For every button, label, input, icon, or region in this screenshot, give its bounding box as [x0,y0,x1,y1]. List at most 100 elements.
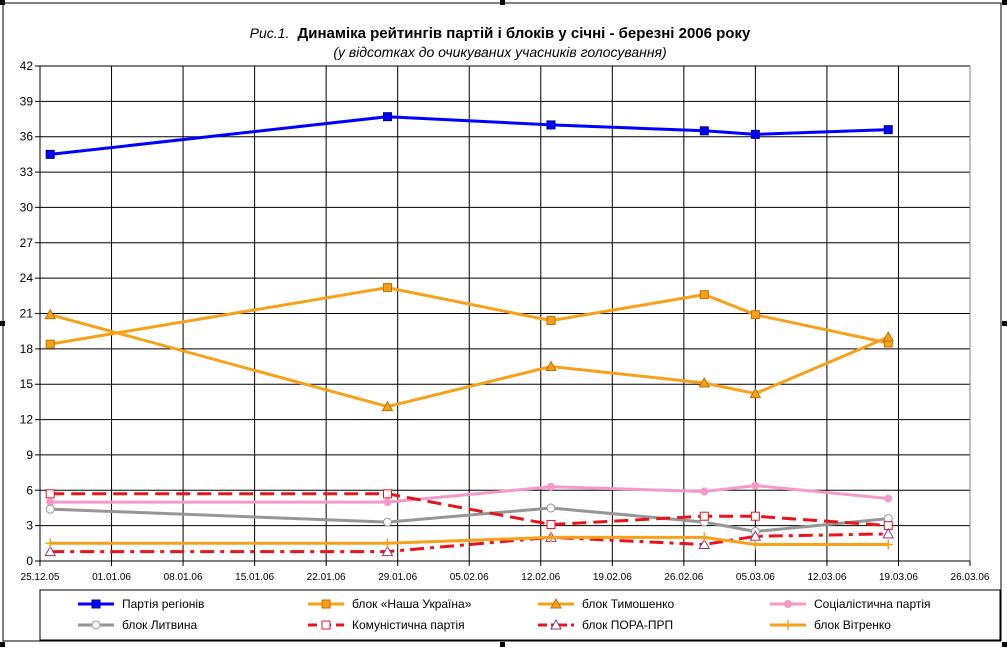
series-layer [44,112,895,557]
marker-square [91,599,101,609]
legend-label: блок «Наша Україна» [352,597,472,611]
marker-circle [546,482,555,491]
marker-square [750,129,760,139]
series-5 [45,489,893,531]
legend-item: блок Тимошенко [538,597,674,611]
y-tick-label: 12 [20,413,34,427]
marker-triangle [882,331,895,342]
y-tick-label: 24 [20,271,34,285]
marker-circle [784,600,792,608]
x-tick-label: 29.01.06 [378,572,417,583]
series-7 [45,532,894,550]
legend-item: Партія регіонів [78,597,204,611]
x-tick-label: 15.01.06 [235,572,274,583]
legend-item: блок ПОРА-ПРП [538,618,673,632]
marker-square-open [382,489,392,499]
marker-triangle [381,400,394,412]
marker-triangle [749,387,762,399]
marker-square [699,126,709,136]
marker-triangle [545,360,557,372]
marker-triangle [698,377,711,388]
y-tick-label: 21 [20,307,34,321]
y-tick-label: 39 [20,94,34,108]
chart-title: Рис.1. Динаміка рейтингів партій і блокі… [250,25,751,42]
legend-item: блок Литвина [78,618,198,632]
marker-square-open [45,489,55,499]
series-3 [46,481,893,507]
x-tick-label: 26.03.06 [951,572,990,583]
marker-square-open [750,511,760,521]
title-main: Динаміка рейтингів партій і блоків у січ… [298,25,751,42]
marker-square [382,112,392,122]
legend-item: блок Вітренко [770,618,891,632]
series-line [50,535,889,546]
legend-box [39,589,1001,641]
x-tick-label: 26.02.06 [664,572,703,583]
marker-triangle-open [698,538,711,549]
marker-square [45,149,55,159]
marker-circle [700,487,709,496]
x-tick-label: 22.01.06 [307,572,346,583]
marker-circle [383,498,392,507]
series-line [50,506,889,534]
grid [35,65,971,566]
y-tick-label: 36 [20,130,34,144]
series-line [50,532,889,554]
series-2 [44,308,895,412]
y-tick-label: 6 [26,483,33,497]
series-0 [45,112,893,159]
legend-label: Партія регіонів [122,597,204,611]
series-line [50,492,889,528]
y-tick-label: 18 [20,342,34,356]
marker-triangle [44,308,57,320]
series-line [49,313,889,409]
marker-circle-open [45,504,55,514]
series-line [49,286,889,346]
marker-square [750,310,760,320]
y-tick-label: 9 [26,448,33,462]
y-tick-label: 33 [20,165,34,179]
marker-triangle-open [381,545,394,557]
legend-label: блок ПОРА-ПРП [582,618,673,632]
marker-square [382,283,392,293]
y-tick-label: 3 [26,519,33,533]
marker-triangle-open [882,527,895,539]
x-tick-label: 05.03.06 [736,572,775,583]
series-line [50,115,889,156]
marker-square [883,125,893,135]
legend-label: блок Литвина [122,618,198,632]
legend-item: Соціалістична партія [770,597,931,611]
marker-triangle-open [550,618,562,630]
marker-triangle [550,597,562,609]
marker-plus [699,532,710,543]
chart-subtitle: (у відсотках до очикуваних учасників гол… [333,44,666,60]
y-tick-label: 27 [20,236,34,250]
x-tick-label: 12.02.06 [521,572,560,583]
legend: Партія регіонів блок «Наша Україна» блок Т… [39,589,1001,641]
title-prefix: Рис.1. [250,25,290,41]
legend-label: блок Вітренко [814,618,891,632]
x-tick-label: 19.03.06 [879,572,918,583]
x-tick-label: 01.01.06 [92,572,131,583]
marker-circle [884,494,893,503]
x-tick-label: 08.01.06 [164,572,203,583]
x-tick-label: 12.03.06 [807,572,846,583]
marker-circle-open [91,620,101,630]
marker-plus [783,620,793,630]
marker-square [45,339,55,349]
x-tick-label: 25.12.05 [21,572,60,583]
x-tick-label: 19.02.06 [593,572,632,583]
marker-square-open [321,620,331,630]
marker-plus [545,532,556,543]
marker-plus [45,538,56,549]
marker-plus [883,539,894,550]
y-tick-label: 42 [20,59,34,73]
marker-square [546,316,556,326]
legend-item: блок «Наша Україна» [308,597,472,611]
marker-circle [46,498,55,507]
marker-circle-open [546,503,556,513]
legend-label: Комуністична партія [352,618,465,632]
